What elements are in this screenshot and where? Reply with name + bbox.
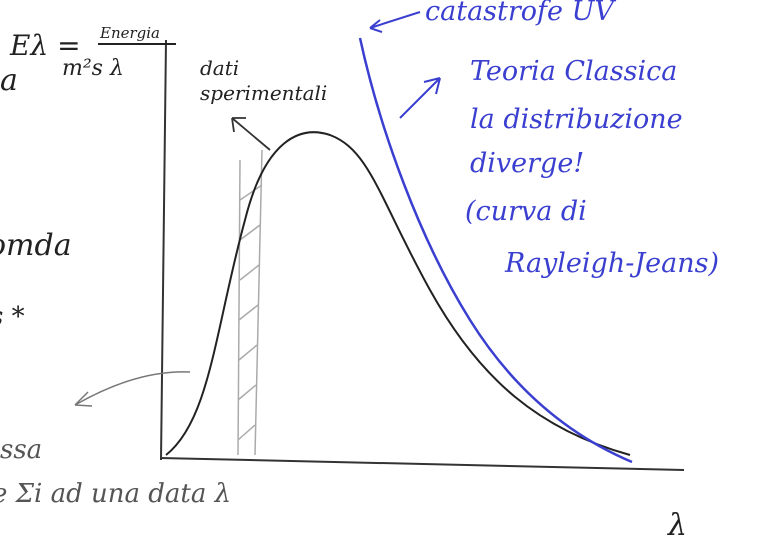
y-axis	[161, 40, 166, 460]
arrow	[232, 118, 270, 150]
classical-note: Rayleigh-Jeans)	[504, 248, 719, 279]
classical-note: la distribuzione	[470, 104, 683, 135]
margin-text: e Σi ad una data λ	[0, 479, 231, 509]
margin-text: a	[0, 63, 18, 98]
experimental-curve	[166, 132, 630, 455]
arrow	[75, 372, 190, 406]
hatched-band	[238, 150, 262, 455]
formula-numerator: Energia	[99, 24, 160, 42]
uv-label: catastrofe UV	[425, 0, 616, 27]
experimental-label: sperimentali	[200, 81, 327, 105]
margin-text: omda	[0, 228, 72, 263]
sketch: Eλ = Energia m²s λ dati sperimentali cat…	[0, 0, 765, 540]
formula-denominator: m²s λ	[62, 56, 124, 81]
classical-note: diverge!	[470, 148, 584, 179]
axis-label: λ	[667, 508, 687, 540]
classical-note: (curva di	[465, 196, 587, 227]
margin-text: ssa	[0, 435, 42, 465]
margin-text: s *	[0, 302, 25, 332]
x-axis	[160, 458, 684, 470]
arrow	[370, 12, 420, 32]
classical-note: Teoria Classica	[470, 56, 677, 87]
arrow	[400, 78, 440, 118]
page: Eλ = Energia m²s λ dati sperimentali cat…	[0, 0, 765, 540]
experimental-label: dati	[200, 56, 239, 80]
